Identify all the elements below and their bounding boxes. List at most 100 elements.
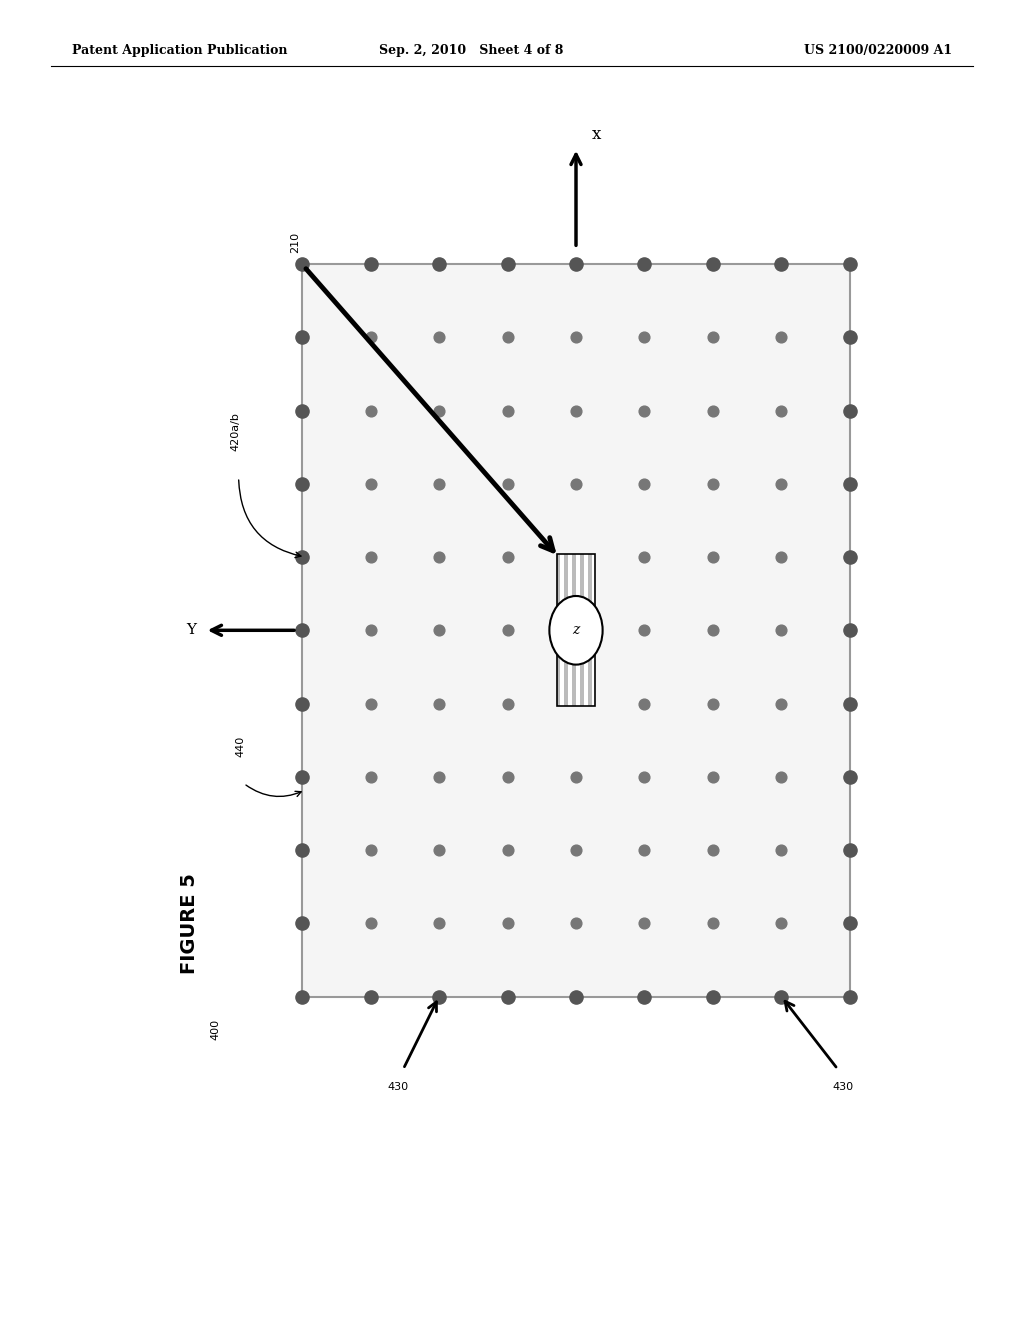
Point <box>705 986 721 1007</box>
Text: 430: 430 <box>833 1082 853 1093</box>
Point <box>636 326 652 347</box>
Point <box>294 986 310 1007</box>
Point <box>773 620 790 642</box>
Point <box>362 913 379 935</box>
Point <box>842 840 858 861</box>
Point <box>636 913 652 935</box>
Point <box>500 840 516 861</box>
Text: 400: 400 <box>210 1019 220 1040</box>
Text: z: z <box>572 623 580 638</box>
Point <box>773 253 790 275</box>
Point <box>500 546 516 568</box>
Point <box>500 693 516 714</box>
Text: 440: 440 <box>236 735 246 758</box>
Point <box>500 913 516 935</box>
Point <box>362 620 379 642</box>
Point <box>431 400 447 421</box>
Point <box>567 766 584 787</box>
Point <box>705 693 721 714</box>
Text: Patent Application Publication: Patent Application Publication <box>72 44 287 57</box>
Point <box>842 253 858 275</box>
Bar <box>557 554 560 706</box>
Point <box>842 473 858 494</box>
Point <box>705 546 721 568</box>
Text: 430: 430 <box>387 1082 409 1093</box>
Point <box>431 766 447 787</box>
Point <box>636 253 652 275</box>
Point <box>362 400 379 421</box>
Point <box>362 546 379 568</box>
Point <box>294 326 310 347</box>
Point <box>500 473 516 494</box>
Point <box>842 400 858 421</box>
Point <box>500 766 516 787</box>
Point <box>773 840 790 861</box>
Point <box>842 620 858 642</box>
Point <box>773 326 790 347</box>
Point <box>842 986 858 1007</box>
Point <box>567 473 584 494</box>
Point <box>636 766 652 787</box>
Point <box>773 766 790 787</box>
Point <box>294 766 310 787</box>
Circle shape <box>549 597 602 665</box>
Point <box>842 546 858 568</box>
Point <box>362 473 379 494</box>
Point <box>636 400 652 421</box>
Bar <box>572 554 575 706</box>
Point <box>567 326 584 347</box>
Point <box>431 326 447 347</box>
Bar <box>557 554 596 706</box>
Point <box>294 620 310 642</box>
Text: FIGURE 5: FIGURE 5 <box>180 874 199 974</box>
Bar <box>592 554 596 706</box>
Bar <box>564 554 568 706</box>
Point <box>500 326 516 347</box>
Text: 420a/b: 420a/b <box>230 412 241 450</box>
Point <box>636 620 652 642</box>
Point <box>773 913 790 935</box>
Point <box>636 840 652 861</box>
Point <box>842 326 858 347</box>
Point <box>294 253 310 275</box>
Point <box>705 840 721 861</box>
Bar <box>568 554 572 706</box>
Point <box>431 986 447 1007</box>
Point <box>431 473 447 494</box>
Text: Y: Y <box>186 623 197 638</box>
Point <box>567 253 584 275</box>
Point <box>773 986 790 1007</box>
Point <box>362 326 379 347</box>
Point <box>705 766 721 787</box>
Bar <box>584 554 588 706</box>
Point <box>294 473 310 494</box>
Point <box>842 766 858 787</box>
Point <box>705 400 721 421</box>
Point <box>431 546 447 568</box>
Point <box>567 913 584 935</box>
Point <box>362 693 379 714</box>
Point <box>705 326 721 347</box>
Point <box>705 620 721 642</box>
Text: US 2100/0220009 A1: US 2100/0220009 A1 <box>804 44 952 57</box>
Point <box>636 473 652 494</box>
Point <box>362 986 379 1007</box>
Point <box>773 473 790 494</box>
Point <box>567 400 584 421</box>
Point <box>500 253 516 275</box>
Point <box>567 840 584 861</box>
Point <box>773 693 790 714</box>
Point <box>842 693 858 714</box>
Point <box>294 913 310 935</box>
Point <box>636 986 652 1007</box>
Point <box>636 546 652 568</box>
Bar <box>560 554 564 706</box>
Bar <box>302 264 850 997</box>
Point <box>362 766 379 787</box>
Text: 210: 210 <box>290 232 300 253</box>
Point <box>705 473 721 494</box>
Point <box>294 840 310 861</box>
Point <box>362 253 379 275</box>
Point <box>294 546 310 568</box>
Text: Sep. 2, 2010   Sheet 4 of 8: Sep. 2, 2010 Sheet 4 of 8 <box>379 44 563 57</box>
